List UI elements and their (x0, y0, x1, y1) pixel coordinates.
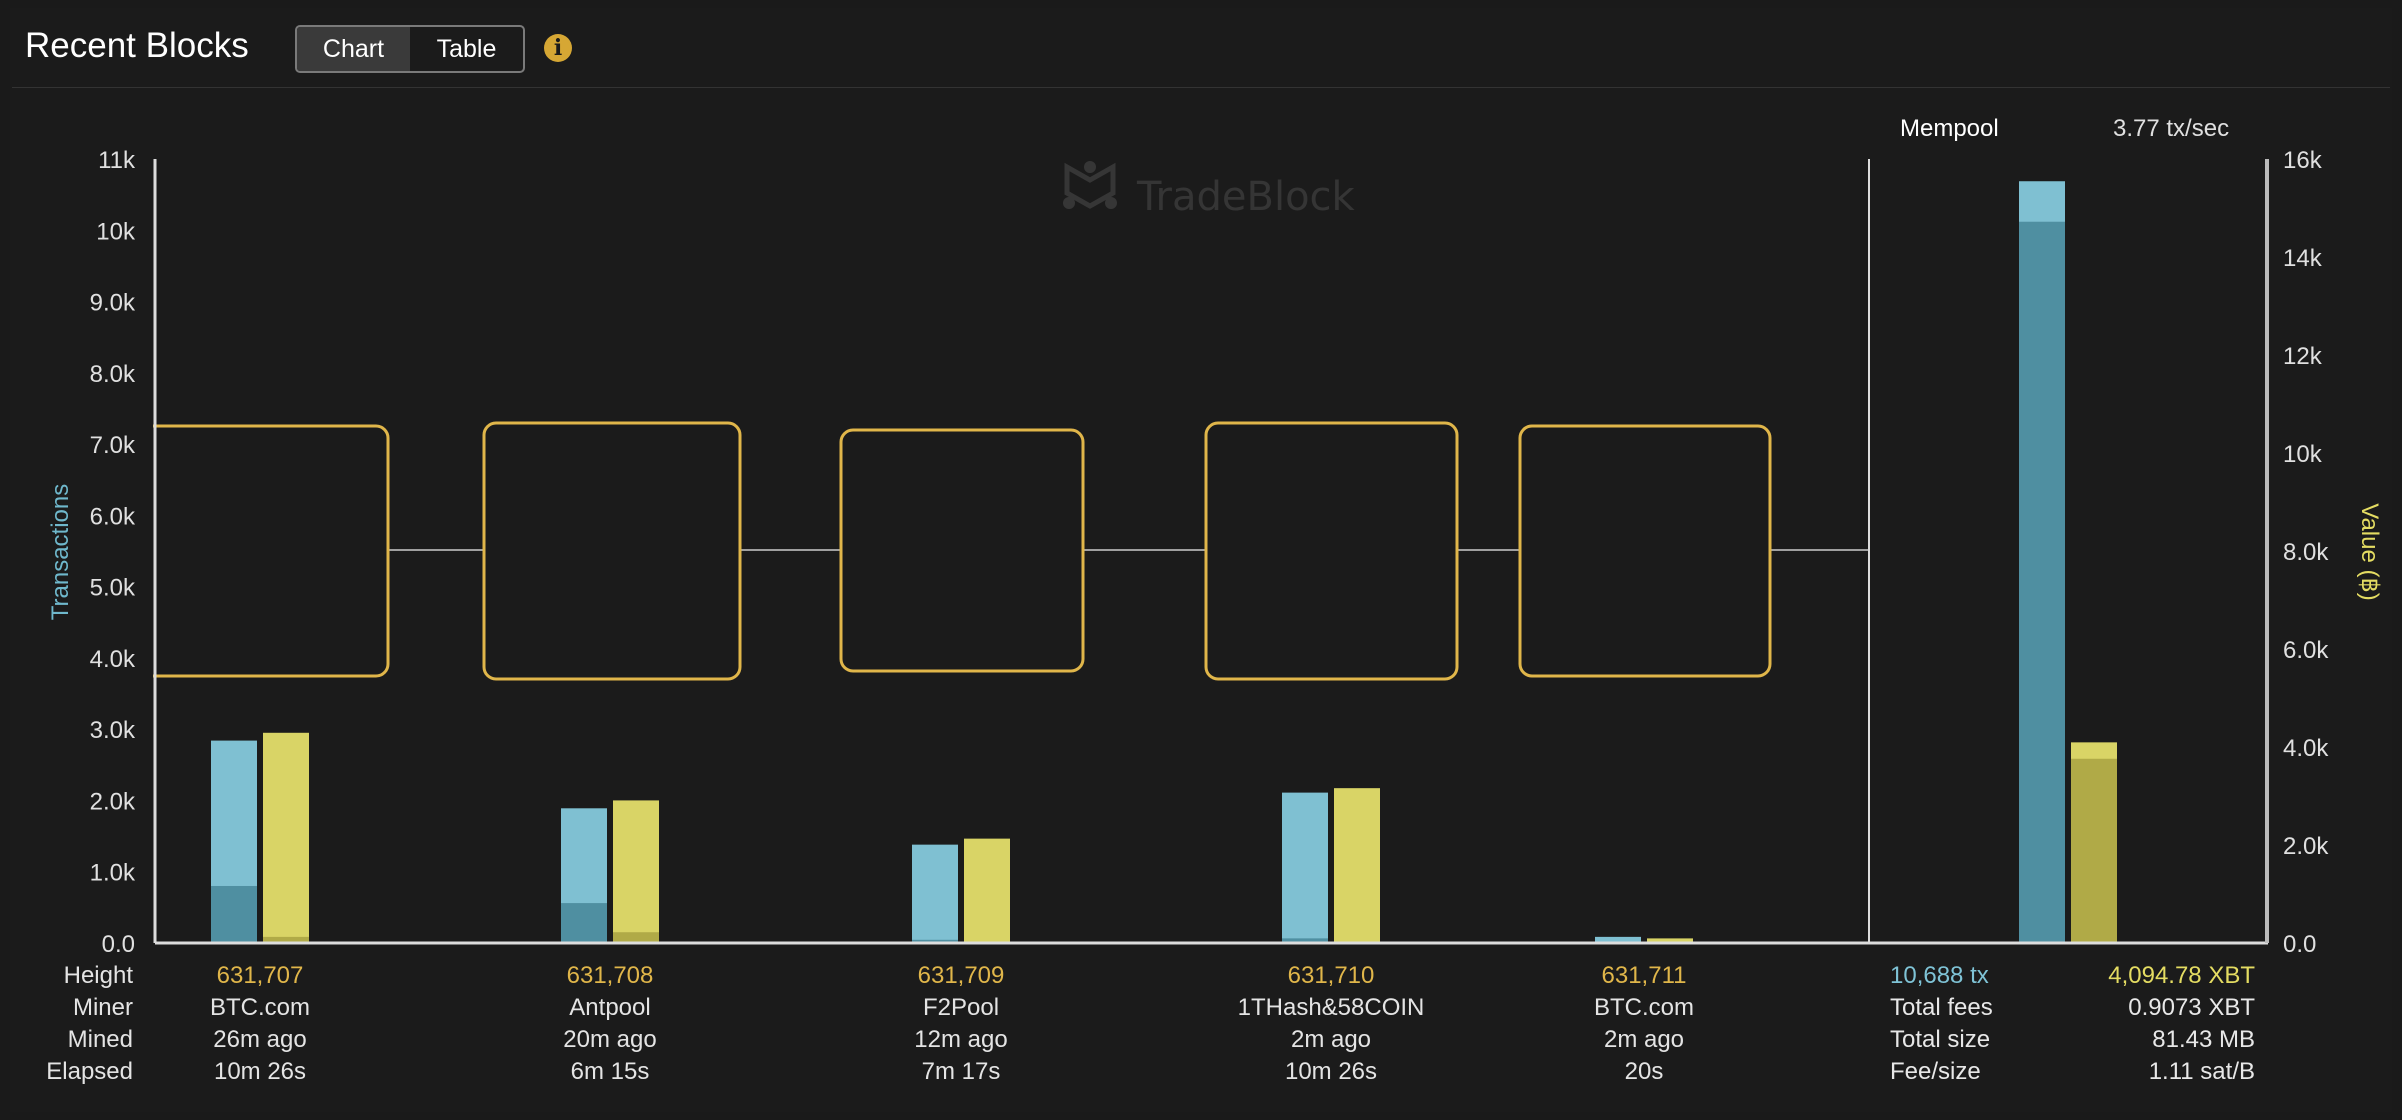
y-right-tick: 2.0k (2283, 833, 2329, 860)
value-bar[interactable] (964, 838, 1010, 943)
block-box[interactable] (482, 421, 742, 681)
y-left-tick: 10k (96, 218, 136, 245)
header-divider (12, 87, 2390, 88)
mempool-title: Mempool (1900, 115, 1999, 142)
y-left-tick: 3.0k (90, 717, 136, 744)
y-left-tick: 5.0k (90, 575, 136, 602)
mempool-stat-label: Total fees (1890, 994, 1993, 1021)
value-bar[interactable] (613, 800, 659, 943)
mempool-stat-label: Total size (1890, 1026, 1991, 1053)
tx-bar-highlight (561, 903, 607, 943)
y-left-tick: 8.0k (90, 361, 136, 388)
block-height: 631,708 (566, 962, 654, 989)
value-bar-highlight (613, 932, 659, 943)
y-left-tick: 2.0k (90, 788, 136, 815)
block-miner: F2Pool (922, 994, 1000, 1021)
y-right-label: Value (฿) (2356, 503, 2383, 601)
mempool-value: 4,094.78 XBT (2108, 962, 2255, 989)
y-left-label: Transactions (47, 484, 74, 621)
block-height: 631,707 (216, 962, 304, 989)
mempool-stat-label: Fee/size (1890, 1058, 1981, 1085)
value-bar[interactable] (1647, 938, 1693, 943)
y-right-tick: 10k (2283, 441, 2323, 468)
block-box[interactable] (1204, 421, 1459, 681)
tx-bar[interactable] (912, 844, 958, 943)
tx-bar-highlight (2019, 221, 2065, 944)
block-box[interactable] (839, 428, 1085, 673)
block-height: 631,710 (1287, 962, 1375, 989)
tradeblock-logo-icon (1064, 162, 1116, 209)
y-left-tick: 4.0k (90, 646, 136, 673)
block-mined: 2m ago (1290, 1026, 1372, 1053)
row-label: Elapsed (46, 1058, 133, 1085)
value-bar-highlight (2071, 758, 2117, 943)
block-box[interactable] (128, 424, 390, 678)
tx-bar[interactable] (1595, 936, 1641, 943)
block-elapsed: 20s (1624, 1058, 1664, 1085)
mempool-stat-value: 0.9073 XBT (2128, 994, 2255, 1021)
y-right-tick: 8.0k (2283, 539, 2329, 566)
mempool-stat-value: 1.11 sat/B (2148, 1058, 2255, 1085)
y-left-tick: 1.0k (90, 860, 136, 887)
block-box[interactable] (1518, 424, 1772, 678)
block-mined: 2m ago (1603, 1026, 1685, 1053)
y-right-tick: 12k (2283, 343, 2323, 370)
tab-chart[interactable]: Chart (297, 27, 410, 71)
value-bar[interactable] (1334, 788, 1380, 943)
block-mined: 12m ago (914, 1026, 1008, 1053)
block-miner: Antpool (569, 994, 651, 1021)
row-label: Miner (72, 994, 133, 1021)
watermark-text: TradeBlock (1136, 174, 1356, 220)
y-left-tick: 11k (98, 147, 136, 174)
mempool-rate: 3.77 tx/sec (2113, 115, 2229, 142)
page-title: Recent Blocks (25, 26, 249, 65)
tab-table[interactable]: Table (436, 34, 497, 63)
block-miner: BTC.com (209, 994, 311, 1021)
view-toggle: Chart Table (295, 25, 525, 73)
block-miner: BTC.com (1593, 994, 1695, 1021)
block-height: 631,709 (917, 962, 1005, 989)
tx-bar-highlight (211, 885, 257, 943)
block-height: 631,711 (1601, 962, 1687, 989)
block-mined: 20m ago (563, 1026, 657, 1053)
y-right-tick: 0.0 (2283, 931, 2316, 958)
row-label: Height (63, 962, 133, 989)
watermark: TradeBlock (1063, 161, 1356, 220)
block-elapsed: 7m 17s (921, 1058, 1001, 1085)
y-left-tick: 7.0k (90, 432, 136, 459)
y-left-tick: 9.0k (90, 290, 136, 317)
tx-bar-highlight (912, 939, 958, 943)
mempool-tx: 10,688 tx (1890, 962, 1989, 989)
block-elapsed: 6m 15s (570, 1058, 650, 1085)
panel (10, 8, 2392, 1112)
y-right-tick: 4.0k (2283, 735, 2329, 762)
block-elapsed: 10m 26s (1284, 1058, 1378, 1085)
mempool-stat-value: 81.43 MB (2152, 1026, 2255, 1053)
y-left-tick: 0.0 (102, 931, 135, 958)
y-right-tick: 16k (2283, 147, 2323, 174)
y-right-tick: 14k (2283, 245, 2323, 272)
block-mined: 26m ago (213, 1026, 307, 1053)
y-left-tick: 6.0k (90, 503, 136, 530)
y-right-tick: 6.0k (2283, 637, 2329, 664)
info-icon[interactable]: i (544, 34, 572, 62)
tx-bar[interactable] (1282, 792, 1328, 943)
value-bar-highlight (263, 936, 309, 943)
block-elapsed: 10m 26s (213, 1058, 307, 1085)
tx-bar-highlight (1282, 938, 1328, 943)
value-bar[interactable] (263, 732, 309, 943)
block-miner: 1THash&58COIN (1237, 994, 1425, 1021)
row-label: Mined (67, 1026, 133, 1053)
